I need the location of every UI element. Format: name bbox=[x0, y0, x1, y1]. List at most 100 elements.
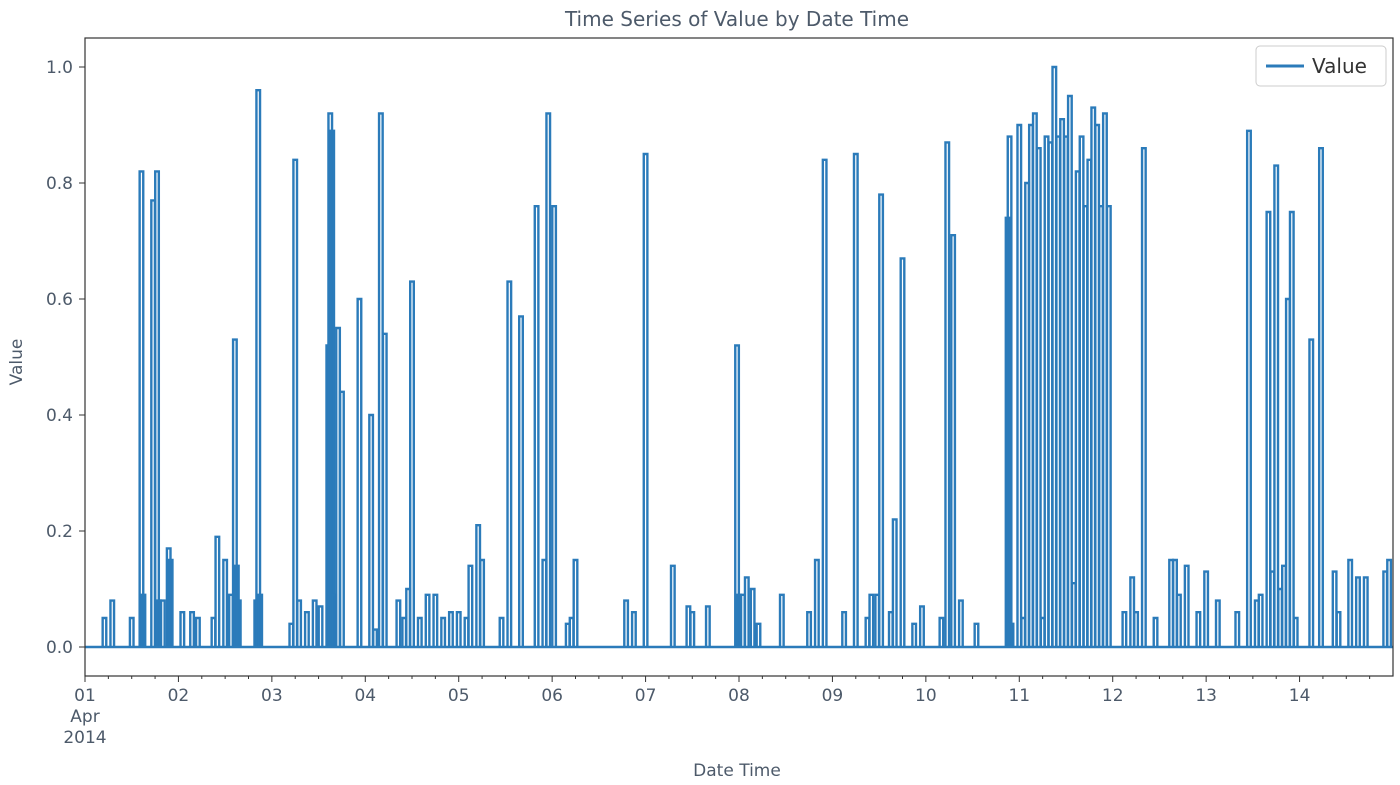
plot-frame bbox=[84, 37, 1394, 677]
series-spike bbox=[214, 535, 221, 647]
series-spike bbox=[1308, 338, 1315, 647]
series-spike bbox=[1362, 576, 1369, 647]
series-spike bbox=[329, 129, 336, 647]
series-spike bbox=[743, 576, 750, 647]
series-spike bbox=[868, 593, 875, 647]
series-spike bbox=[222, 558, 229, 647]
series-spike bbox=[689, 611, 696, 647]
series-spike bbox=[356, 297, 363, 647]
series-spike bbox=[551, 204, 558, 647]
series-spike bbox=[1331, 570, 1338, 647]
series-spike bbox=[1133, 611, 1140, 647]
series-spike bbox=[255, 88, 262, 647]
series-spike bbox=[841, 611, 848, 647]
series-spike bbox=[498, 616, 505, 647]
series-spike bbox=[311, 599, 318, 647]
series-spike bbox=[235, 599, 242, 647]
series-spike bbox=[1214, 599, 1221, 647]
series-spike bbox=[303, 611, 310, 647]
y-axis-ticks: 0.0 0.2 0.4 0.6 0.8 1.0 bbox=[46, 58, 85, 658]
x-tick-label: 09 bbox=[822, 686, 844, 706]
x-tick-label: 03 bbox=[261, 686, 283, 706]
series-spike bbox=[704, 605, 711, 647]
series-spike bbox=[755, 622, 762, 647]
series-spike bbox=[518, 315, 524, 647]
x-tick-label: 14 bbox=[1289, 686, 1311, 706]
series-spike bbox=[1006, 135, 1013, 647]
y-tick-label: 0.8 bbox=[46, 174, 73, 194]
series-spike bbox=[1386, 558, 1393, 647]
series-spike bbox=[159, 599, 166, 647]
x-tick-label: 11 bbox=[1008, 686, 1030, 706]
series-spike bbox=[734, 344, 741, 647]
series-spike bbox=[179, 611, 186, 647]
series-spike bbox=[292, 158, 299, 647]
series-spike bbox=[918, 605, 925, 647]
x-tick-label: 01 bbox=[74, 686, 96, 706]
series-spike bbox=[233, 564, 240, 647]
series-spike bbox=[623, 599, 630, 647]
legend: Value bbox=[1255, 45, 1387, 87]
series-spike bbox=[938, 616, 945, 647]
series-spike bbox=[1175, 593, 1182, 647]
series-spike bbox=[165, 547, 172, 647]
series-spike bbox=[1257, 593, 1264, 647]
series-spike bbox=[813, 558, 820, 647]
series-spike bbox=[432, 593, 439, 647]
series-spike bbox=[1292, 616, 1299, 647]
series-spike bbox=[630, 611, 637, 647]
x-tick-label: 10 bbox=[915, 686, 937, 706]
y-tick-label: 0.6 bbox=[46, 290, 73, 310]
series-spike bbox=[950, 233, 957, 647]
series-spike bbox=[338, 390, 345, 647]
series-spike bbox=[467, 564, 474, 647]
x-tick-label: 12 bbox=[1102, 686, 1124, 706]
series-spike bbox=[749, 587, 756, 647]
y-tick-label: 0.0 bbox=[46, 638, 73, 658]
series-spike bbox=[1140, 146, 1147, 647]
x-axis-label: Date Time bbox=[693, 761, 781, 781]
x-tick-sublabel: 2014 bbox=[63, 728, 106, 748]
series-spike bbox=[257, 593, 264, 647]
legend-label: Value bbox=[1312, 54, 1367, 78]
series-spike bbox=[1105, 204, 1112, 647]
series-spike bbox=[140, 593, 147, 647]
series-spike bbox=[572, 558, 579, 647]
series-spike bbox=[1121, 611, 1128, 647]
series-spike bbox=[1152, 616, 1159, 647]
series-spike bbox=[395, 599, 402, 647]
series-spike bbox=[1234, 611, 1241, 647]
chart-title: Time Series of Value by Date Time bbox=[564, 7, 909, 31]
series-spike bbox=[317, 605, 324, 647]
x-tick-label: 13 bbox=[1195, 686, 1217, 706]
series-spike bbox=[128, 616, 135, 647]
x-tick-label: 02 bbox=[168, 686, 190, 706]
series-spike bbox=[1035, 146, 1042, 647]
x-tick-label: 07 bbox=[635, 686, 657, 706]
series-spike bbox=[447, 611, 454, 647]
series-spike bbox=[296, 599, 303, 647]
series-spike bbox=[138, 170, 145, 647]
series-spike bbox=[506, 280, 513, 647]
series-spike bbox=[973, 622, 980, 647]
series-spike bbox=[440, 616, 447, 647]
series-spike bbox=[1354, 576, 1361, 647]
series-spike bbox=[806, 611, 813, 647]
y-tick-label: 0.2 bbox=[46, 522, 73, 542]
x-tick-sublabel: Apr bbox=[70, 707, 99, 727]
series-spike bbox=[1195, 611, 1202, 647]
series-spike bbox=[1347, 558, 1354, 647]
series-spike bbox=[878, 193, 885, 647]
series-spike bbox=[852, 152, 859, 647]
legend-box bbox=[1255, 45, 1387, 87]
x-tick-label: 04 bbox=[354, 686, 376, 706]
series-spike bbox=[1317, 146, 1324, 647]
x-tick-label: 06 bbox=[541, 686, 563, 706]
series-spike bbox=[1203, 570, 1210, 647]
series-spike bbox=[409, 280, 415, 647]
series-spike bbox=[479, 558, 486, 647]
series-spike bbox=[372, 628, 379, 647]
series-spike bbox=[778, 593, 785, 647]
series-spike bbox=[1335, 611, 1342, 647]
